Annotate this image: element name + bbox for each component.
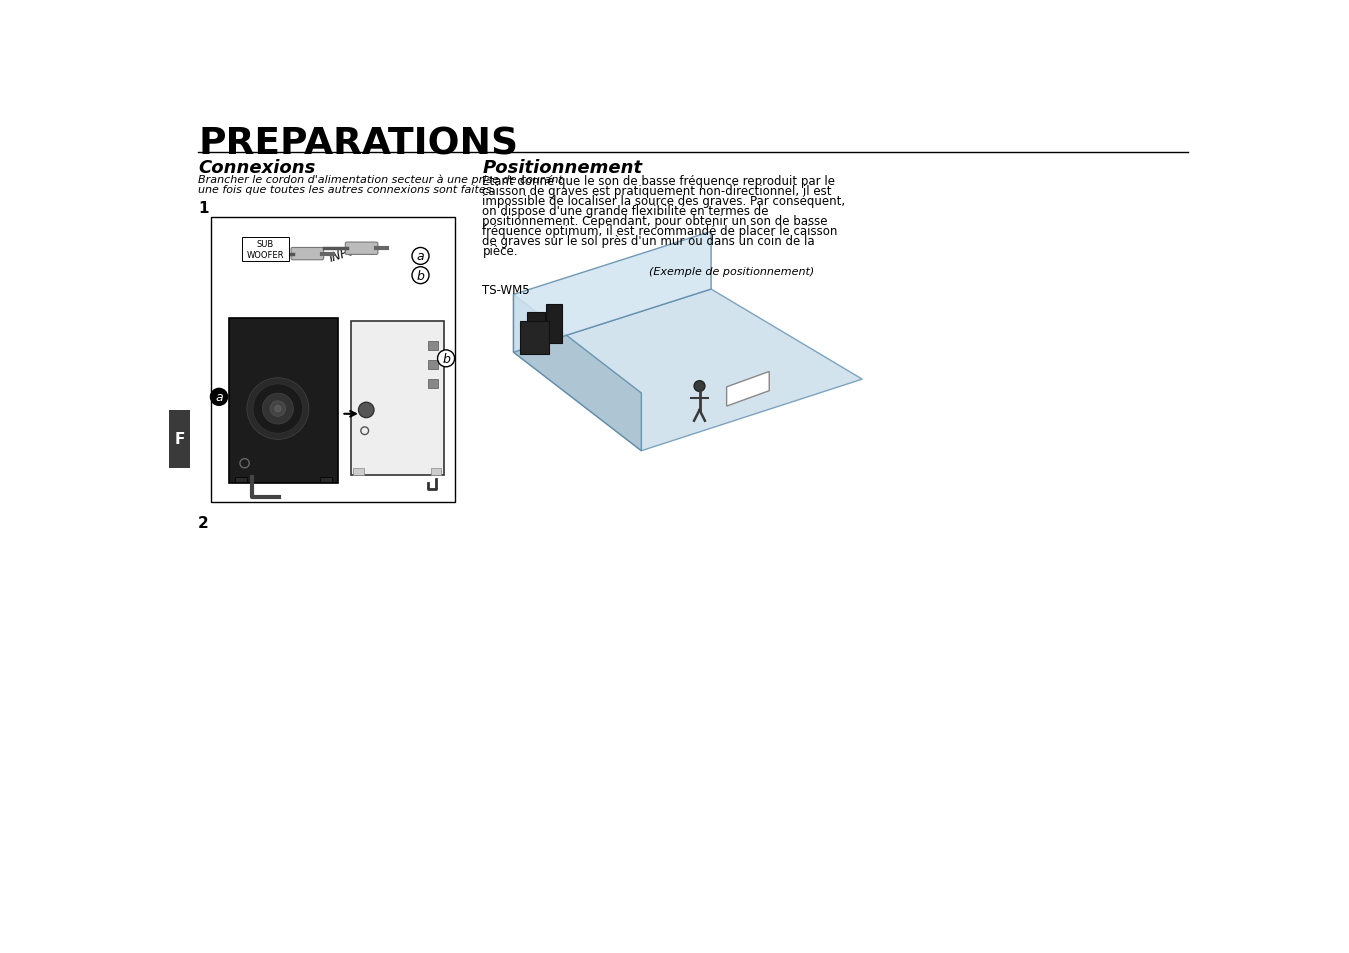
- Text: F: F: [174, 432, 185, 447]
- Text: de graves sur le sol près d'un mur ou dans un coin de la: de graves sur le sol près d'un mur ou da…: [483, 234, 815, 248]
- Polygon shape: [514, 295, 641, 452]
- Circle shape: [254, 385, 302, 434]
- Circle shape: [247, 378, 309, 440]
- Text: 1: 1: [198, 200, 209, 215]
- Text: PREPARATIONS: PREPARATIONS: [198, 126, 518, 162]
- Text: on dispose d'une grande flexibilité en termes de: on dispose d'une grande flexibilité en t…: [483, 204, 769, 217]
- Text: Positionnement: Positionnement: [483, 159, 642, 177]
- Polygon shape: [514, 232, 711, 353]
- Bar: [351, 322, 444, 476]
- Bar: [546, 305, 561, 344]
- Text: TS-WM5: TS-WM5: [483, 284, 530, 296]
- Circle shape: [695, 381, 706, 392]
- Circle shape: [270, 401, 286, 416]
- Bar: [235, 477, 247, 483]
- Text: impossible de localiser la source des graves. Par conséquent,: impossible de localiser la source des gr…: [483, 194, 846, 208]
- Bar: [428, 341, 437, 351]
- Text: (Exemple de positionnement): (Exemple de positionnement): [649, 267, 815, 276]
- Bar: [243, 237, 289, 262]
- Circle shape: [411, 268, 429, 284]
- Bar: [527, 313, 545, 353]
- Circle shape: [359, 403, 374, 418]
- Circle shape: [411, 248, 429, 265]
- Text: pièce.: pièce.: [483, 244, 518, 257]
- Bar: [430, 469, 441, 476]
- Text: une fois que toutes les autres connexions sont faites.: une fois que toutes les autres connexion…: [198, 184, 495, 194]
- Text: Etant donné que le son de basse fréquence reproduit par le: Etant donné que le son de basse fréquenc…: [483, 174, 835, 188]
- Text: Brancher le cordon d'alimentation secteur à une prise de courant: Brancher le cordon d'alimentation secteu…: [198, 174, 563, 185]
- Text: Connexions: Connexions: [198, 159, 316, 177]
- Bar: [229, 318, 337, 483]
- Text: SUB
WOOFER: SUB WOOFER: [247, 240, 285, 259]
- Text: b: b: [417, 270, 425, 282]
- Bar: [169, 411, 190, 468]
- Text: a: a: [417, 251, 425, 263]
- Polygon shape: [727, 372, 769, 407]
- Circle shape: [437, 351, 455, 368]
- Bar: [519, 322, 549, 355]
- Polygon shape: [514, 290, 862, 452]
- Bar: [212, 218, 456, 503]
- Bar: [320, 477, 332, 483]
- Text: 2: 2: [198, 516, 209, 531]
- Text: b: b: [442, 353, 451, 365]
- Text: positionnement. Cependant, pour obtenir un son de basse: positionnement. Cependant, pour obtenir …: [483, 214, 828, 228]
- Circle shape: [275, 406, 281, 413]
- Circle shape: [263, 394, 293, 424]
- Text: a: a: [216, 391, 223, 404]
- FancyBboxPatch shape: [345, 243, 378, 255]
- FancyBboxPatch shape: [291, 248, 324, 260]
- Text: caisson de graves est pratiquement non-directionnel, il est: caisson de graves est pratiquement non-d…: [483, 184, 832, 197]
- Bar: [428, 360, 437, 370]
- Text: fréquence optimum, il est recommandé de placer le caisson: fréquence optimum, il est recommandé de …: [483, 224, 838, 237]
- Bar: [428, 379, 437, 389]
- Bar: [353, 469, 364, 476]
- Text: INPUT: INPUT: [328, 241, 366, 265]
- Circle shape: [210, 389, 228, 406]
